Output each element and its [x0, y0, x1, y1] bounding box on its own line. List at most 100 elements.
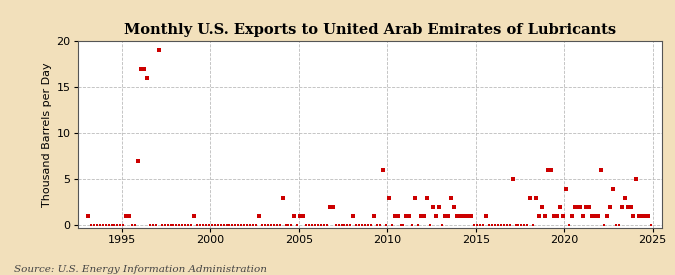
Point: [502, 223, 512, 228]
Point: [224, 223, 235, 228]
Point: [354, 223, 364, 228]
Point: [469, 223, 480, 228]
Point: [410, 196, 421, 200]
Point: [91, 223, 102, 228]
Point: [115, 223, 126, 228]
Point: [504, 223, 515, 228]
Point: [554, 205, 565, 209]
Point: [348, 214, 358, 218]
Point: [587, 214, 597, 218]
Text: Source: U.S. Energy Information Administration: Source: U.S. Energy Information Administ…: [14, 265, 267, 274]
Point: [590, 214, 601, 218]
Point: [425, 223, 435, 228]
Point: [236, 223, 246, 228]
Point: [271, 223, 282, 228]
Point: [283, 223, 294, 228]
Point: [442, 214, 453, 218]
Point: [186, 223, 196, 228]
Point: [103, 223, 114, 228]
Point: [215, 223, 226, 228]
Point: [136, 67, 146, 71]
Point: [625, 205, 636, 209]
Point: [395, 223, 406, 228]
Point: [351, 223, 362, 228]
Point: [427, 205, 438, 209]
Point: [572, 205, 583, 209]
Point: [513, 223, 524, 228]
Point: [375, 223, 385, 228]
Title: Monthly U.S. Exports to United Arab Emirates of Lubricants: Monthly U.S. Exports to United Arab Emir…: [124, 23, 616, 37]
Point: [610, 223, 621, 228]
Point: [481, 214, 491, 218]
Point: [578, 214, 589, 218]
Point: [454, 214, 465, 218]
Point: [250, 223, 261, 228]
Point: [227, 223, 238, 228]
Point: [646, 223, 657, 228]
Point: [242, 223, 252, 228]
Point: [100, 223, 111, 228]
Point: [263, 223, 273, 228]
Point: [439, 214, 450, 218]
Point: [313, 223, 323, 228]
Point: [601, 214, 612, 218]
Point: [528, 223, 539, 228]
Point: [616, 205, 627, 209]
Point: [631, 177, 642, 182]
Point: [333, 223, 344, 228]
Point: [460, 214, 470, 218]
Point: [525, 196, 536, 200]
Point: [315, 223, 326, 228]
Point: [298, 214, 308, 218]
Point: [230, 223, 241, 228]
Point: [248, 223, 259, 228]
Point: [194, 223, 205, 228]
Point: [306, 223, 317, 228]
Point: [144, 223, 155, 228]
Point: [371, 223, 382, 228]
Point: [404, 214, 414, 218]
Point: [177, 223, 188, 228]
Point: [575, 205, 586, 209]
Point: [549, 214, 560, 218]
Point: [200, 223, 211, 228]
Point: [183, 223, 194, 228]
Point: [457, 214, 468, 218]
Point: [130, 223, 140, 228]
Point: [595, 168, 606, 172]
Point: [522, 223, 533, 228]
Point: [605, 205, 616, 209]
Point: [498, 223, 509, 228]
Point: [301, 223, 312, 228]
Point: [366, 223, 377, 228]
Point: [138, 67, 149, 71]
Point: [539, 214, 550, 218]
Point: [628, 214, 639, 218]
Point: [381, 223, 392, 228]
Point: [171, 223, 182, 228]
Point: [389, 214, 400, 218]
Point: [507, 177, 518, 182]
Point: [304, 223, 315, 228]
Point: [265, 223, 276, 228]
Point: [165, 223, 176, 228]
Y-axis label: Thousand Barrels per Day: Thousand Barrels per Day: [43, 62, 53, 207]
Point: [634, 214, 645, 218]
Point: [377, 168, 388, 172]
Point: [614, 223, 624, 228]
Point: [386, 223, 397, 228]
Point: [472, 223, 483, 228]
Point: [475, 223, 485, 228]
Point: [86, 223, 97, 228]
Point: [493, 223, 504, 228]
Point: [151, 223, 161, 228]
Point: [121, 214, 132, 218]
Point: [622, 205, 633, 209]
Point: [153, 48, 164, 53]
Point: [218, 223, 229, 228]
Point: [558, 214, 568, 218]
Point: [289, 214, 300, 218]
Point: [295, 214, 306, 218]
Point: [203, 223, 214, 228]
Point: [213, 223, 223, 228]
